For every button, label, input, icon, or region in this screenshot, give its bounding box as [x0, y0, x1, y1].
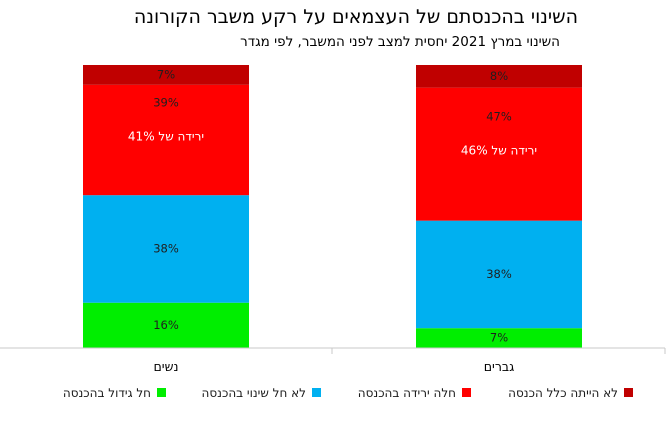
bar-segment — [416, 328, 582, 348]
legend-swatch — [157, 388, 166, 397]
legend-swatch — [312, 388, 321, 397]
data-label: 47% — [486, 110, 512, 124]
annotation-label: ירידה של 41% — [128, 129, 204, 143]
bar-segment — [83, 195, 249, 303]
legend-swatch — [462, 388, 471, 397]
legend-label: לא חל שינוי בהכנסה — [202, 386, 306, 400]
bar-segment — [416, 65, 582, 88]
chart-title: השינוי בהכנסתם של העצמאים על רקע משבר הק… — [134, 6, 578, 28]
data-label: 8% — [490, 69, 508, 83]
legend-label: חלה ירידה בהכנסה — [358, 386, 456, 400]
legend-label: לא הייתה כלל הכנסה — [508, 386, 618, 400]
data-label: 38% — [486, 267, 512, 281]
data-label: 39% — [153, 95, 179, 109]
bar-segment — [83, 302, 249, 348]
legend-swatch — [624, 388, 633, 397]
data-label: 38% — [153, 241, 179, 255]
data-label: 7% — [490, 331, 508, 345]
legend: לא הייתה כלל הכנסה חלה ירידה בהכנסה לא חל … — [63, 386, 633, 400]
annotation-label: ירידה של 46% — [461, 144, 537, 158]
bars: 16% 38% 39% ירידה של 41% 7% 7% 38% 47% ירידה של … — [83, 65, 582, 348]
legend-label: חל גידול בהכנסה — [63, 386, 151, 400]
data-label: 16% — [153, 318, 179, 332]
bar-segment — [83, 65, 249, 85]
chart-subtitle: השינוי במרץ 2021 יחסית למצב לפני המשבר, … — [240, 34, 560, 50]
x-axis-label: נשים — [154, 359, 179, 374]
bar-segment — [416, 220, 582, 329]
bar-segment — [83, 84, 249, 196]
bar-segment — [416, 87, 582, 221]
x-axis-labels: נשים גברים — [154, 359, 515, 374]
data-label: 7% — [157, 67, 175, 81]
x-axis-label: גברים — [484, 359, 515, 374]
